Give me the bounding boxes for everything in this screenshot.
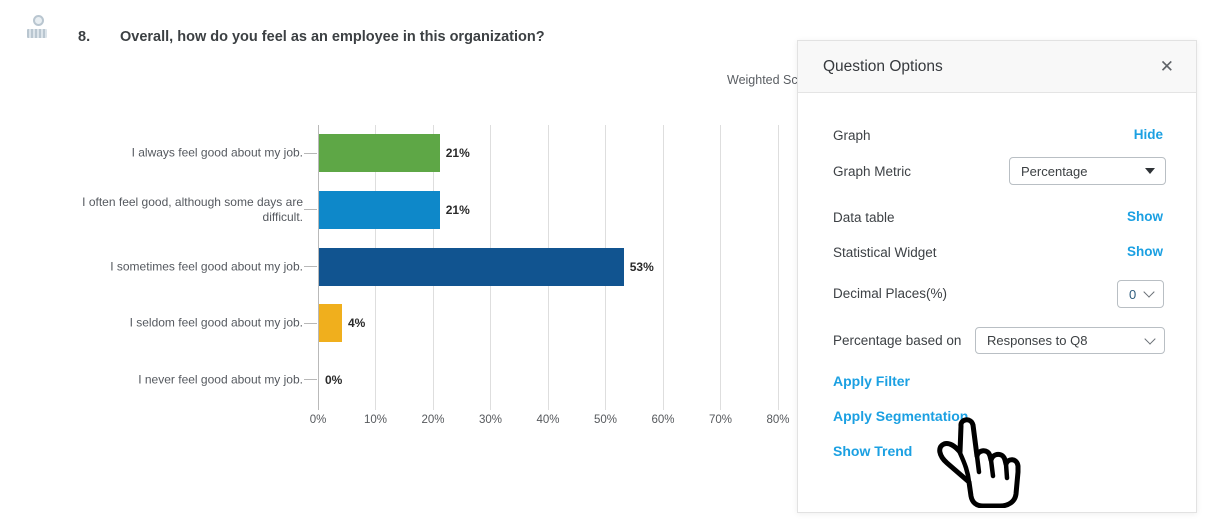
apply-filter-link[interactable]: Apply Filter	[833, 373, 911, 389]
graph-hide-link[interactable]: Hide	[1133, 127, 1163, 142]
bar-value-label: 4%	[348, 316, 366, 331]
x-tick-label: 50%	[593, 414, 618, 426]
category-tick	[304, 209, 317, 211]
statistical-widget-show-link[interactable]: Show	[1127, 244, 1163, 259]
data-table-show-link[interactable]: Show	[1127, 209, 1163, 224]
question-title: Overall, how do you feel as an employee …	[120, 29, 545, 45]
weighted-score-caption: Weighted Sc	[727, 73, 798, 87]
apply-segmentation-link[interactable]: Apply Segmentation	[833, 408, 969, 424]
question-number: 8.	[78, 29, 91, 45]
decimal-places-value: 0	[1129, 286, 1137, 302]
percentage-based-on-select[interactable]: Responses to Q8	[975, 327, 1165, 354]
bar	[319, 247, 624, 286]
x-tick-label: 70%	[708, 414, 733, 426]
category-tick	[304, 266, 317, 267]
hand-pointer-cursor	[937, 417, 1021, 508]
x-tick-label: 80%	[766, 414, 790, 426]
decimal-places-select[interactable]: 0	[1117, 280, 1164, 308]
x-tick-label: 40%	[536, 414, 560, 426]
gridline	[777, 125, 779, 410]
bar-value-label: 53%	[629, 259, 654, 274]
gridline	[662, 125, 664, 410]
x-tick-label: 60%	[651, 414, 675, 426]
chevron-down-icon	[1143, 286, 1155, 298]
bar-value-label: 0%	[325, 372, 343, 387]
bar	[319, 190, 440, 229]
show-trend-link[interactable]: Show Trend	[833, 443, 913, 459]
bar	[319, 304, 342, 343]
y-axis-line	[317, 125, 319, 410]
category-label: I always feel good about my job.	[131, 145, 303, 160]
data-table-label: Data table	[833, 210, 895, 225]
category-label: I never feel good about my job.	[138, 372, 303, 387]
graph-metric-label: Graph Metric	[833, 164, 912, 179]
decimal-places-label: Decimal Places(%)	[833, 286, 948, 301]
bar-value-label: 21%	[445, 202, 470, 217]
category-tick	[304, 379, 317, 381]
category-tick	[304, 322, 317, 324]
percentage-based-on-label: Percentage based on	[833, 333, 962, 348]
bar	[319, 134, 440, 173]
x-tick-label: 0%	[309, 414, 327, 426]
panel-title: Question Options	[823, 57, 943, 75]
close-icon[interactable]: ✕	[1159, 57, 1174, 76]
bar-value-label: 21%	[445, 146, 470, 161]
category-label: I seldom feel good about my job.	[129, 315, 303, 330]
gridline	[720, 125, 721, 410]
percentage-based-on-value: Responses to Q8	[987, 333, 1088, 348]
category-label: I often feel good, although some days ar…	[82, 194, 303, 224]
chevron-down-icon	[1144, 332, 1156, 345]
category-label: I sometimes feel good about my job.	[110, 259, 303, 273]
question-type-scale-icon	[27, 15, 49, 45]
dropdown-arrow-icon	[1145, 168, 1155, 174]
x-tick-label: 20%	[421, 414, 445, 426]
x-tick-label: 30%	[478, 414, 503, 426]
category-tick	[304, 152, 317, 154]
graph-metric-value: Percentage	[1021, 163, 1088, 179]
graph-metric-select[interactable]: Percentage	[1009, 157, 1166, 185]
x-tick-label: 10%	[363, 414, 388, 426]
statistical-widget-label: Statistical Widget	[833, 245, 937, 260]
question-options-panel: Question Options ✕ Graph Hide Graph Metr…	[797, 40, 1197, 513]
panel-header: Question Options ✕	[798, 41, 1196, 93]
graph-label: Graph	[833, 128, 871, 143]
